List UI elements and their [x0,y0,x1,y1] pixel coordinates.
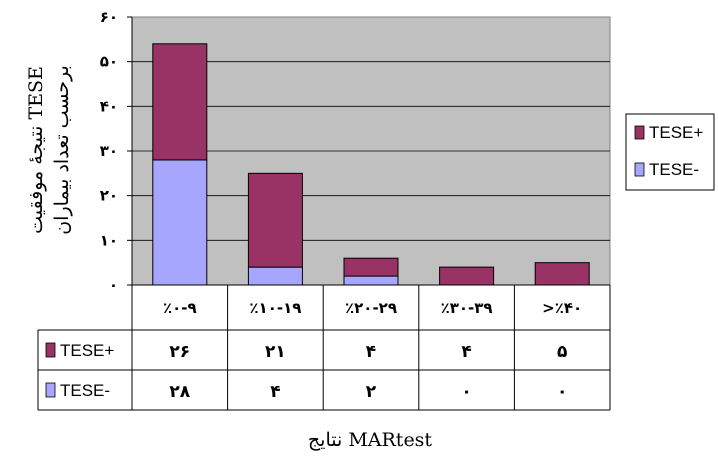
x-category-label: >٪۴۰ [542,299,582,317]
table-cell: ۲۸ [169,382,190,402]
bars [152,43,590,286]
data-table: ٪۰-۹ ٪۱۰-۱۹ ٪۲۰-۲۹ ٪۳۰-۳۹ >٪۴۰ TESE+ ۲۶ ۲۱ ۴ ۴ ۵ TE… [37,284,611,411]
x-category-label: ٪۲۰-۲۹ [345,299,397,317]
bar-segment-tese-plus [534,262,590,286]
bar-segment-tese-plus [152,43,208,161]
table-swatch-tese-minus [45,382,56,398]
x-category-label: ٪۱۰-۱۹ [249,299,301,317]
x-category-label: ٪۰-۹ [163,299,197,317]
table-swatch-tese-plus [45,342,56,358]
bar-segment-tese-plus [247,172,303,268]
x-axis-label: نتایج MARtest [308,429,433,451]
table-cell: ۴ [461,342,471,362]
y-axis-label-line1: نتیجهٔ موفقیت TESE [25,66,47,234]
bar-segment-tese-minus [247,266,303,286]
table-cell: ۴ [270,382,280,402]
legend-swatch-tese-minus [634,162,645,177]
table-cell: ۲۱ [265,342,286,362]
bar-segment-tese-plus [343,257,399,277]
bar-segment-tese-minus [343,275,399,286]
bar-segment-tese-plus [439,266,495,286]
table-cell: ۰ [461,382,471,402]
table-cell: ۲ [366,382,377,402]
gridlines [132,61,610,241]
table-cell: ۵ [557,342,567,362]
table-row-label-tese-minus: TESE- [60,381,110,400]
table-row-label-tese-plus: TESE+ [60,341,114,360]
y-tick-label: ۲۰ [100,187,118,205]
y-axis-ticks: ۰ ۱۰ ۲۰ ۳۰ ۴۰ ۵۰ ۶۰ [100,8,132,294]
legend: TESE+ TESE- [625,113,715,191]
y-tick-label: ۳۰ [100,142,118,160]
y-tick-label: ۱۰ [100,231,118,249]
legend-label-tese-plus: TESE+ [649,123,703,142]
y-tick-label: ۰ [109,276,118,294]
legend-swatch-tese-plus [634,125,645,140]
legend-label-tese-minus: TESE- [649,160,699,179]
y-tick-label: ۴۰ [100,97,118,115]
table-cell: ۰ [557,382,567,402]
y-axis-label-line2: برحسب تعداد بیماران [51,65,73,235]
y-tick-label: ۵۰ [100,53,118,71]
x-category-label: ٪۳۰-۳۹ [441,299,493,317]
y-tick-label: ۶۰ [100,8,118,26]
bar-segment-tese-minus [152,159,208,286]
table-cell: ۲۶ [169,342,190,362]
table-cell: ۴ [366,342,376,362]
